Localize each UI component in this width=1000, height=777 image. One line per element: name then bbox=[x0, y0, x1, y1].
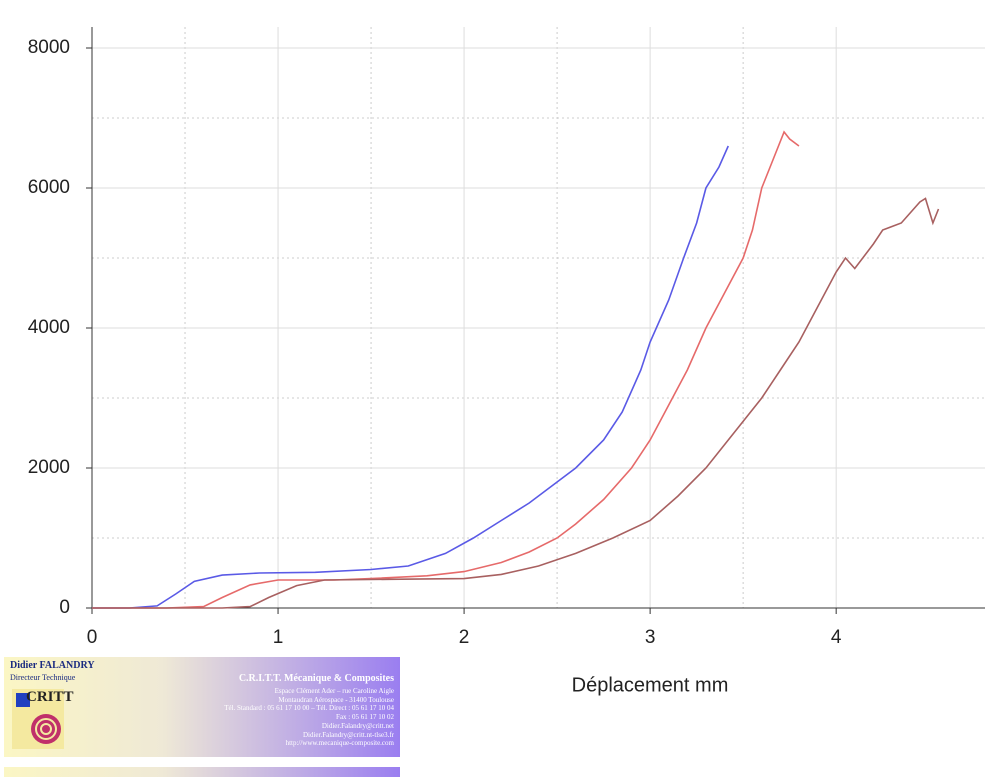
card-line: Didier.Falandry@critt.net bbox=[321, 721, 394, 730]
data-line bbox=[92, 145, 729, 609]
card-line: Tél. Standard : 05 61 17 10 00 – Tél. Di… bbox=[224, 704, 394, 713]
x-tick-label: 2 bbox=[459, 627, 470, 648]
x-tick-label: 4 bbox=[831, 627, 842, 648]
card-line: Montaudran Aérospace - 31400 Toulouse bbox=[278, 695, 394, 704]
card-line: http://www.mecanique-composite.com bbox=[285, 739, 394, 748]
card-line: Fax : 05 61 17 10 02 bbox=[336, 713, 394, 722]
card-line: Didier.Falandry@critt.nt-tlse3.fr bbox=[302, 730, 394, 739]
y-tick-label: 0 bbox=[59, 597, 70, 618]
x-tick-label: 1 bbox=[273, 627, 284, 648]
logo-spiral bbox=[16, 693, 61, 744]
data-line bbox=[92, 130, 800, 609]
x-axis-label: Déplacement mm bbox=[572, 674, 729, 696]
card-strip bbox=[4, 767, 400, 777]
business-card: Didier FALANDRY Directeur Technique CRIT… bbox=[4, 657, 400, 757]
y-tick-label: 8000 bbox=[28, 37, 70, 58]
x-tick-label: 0 bbox=[87, 627, 98, 648]
card-name: Didier FALANDRY bbox=[10, 660, 95, 671]
card-details: Espace Clément Ader – rue Caroline Aigle… bbox=[224, 687, 394, 748]
card-role: Directeur Technique bbox=[10, 673, 76, 682]
card-line: Espace Clément Ader – rue Caroline Aigle bbox=[274, 687, 394, 695]
data-line bbox=[92, 197, 940, 609]
y-tick-label: 4000 bbox=[28, 317, 70, 338]
y-tick-label: 2000 bbox=[28, 457, 70, 478]
y-tick-label: 6000 bbox=[28, 177, 70, 198]
card-logo: CRITT bbox=[12, 689, 74, 749]
x-tick-label: 3 bbox=[645, 627, 656, 648]
card-company: C.R.I.T.T. Mécanique & Composites bbox=[238, 673, 394, 684]
logo-text: CRITT bbox=[26, 689, 74, 705]
